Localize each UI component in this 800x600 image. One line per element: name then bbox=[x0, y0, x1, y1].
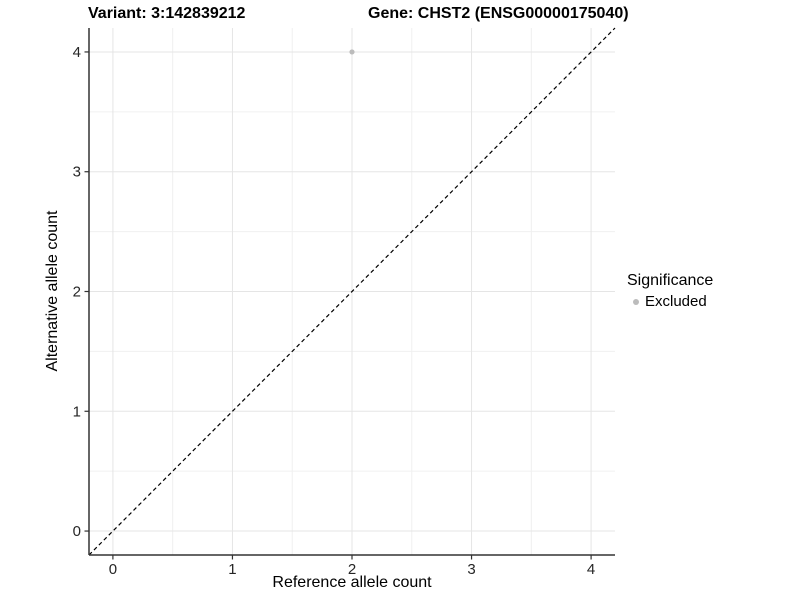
y-tick-label: 2 bbox=[73, 284, 81, 301]
legend-item-label: Excluded bbox=[645, 293, 707, 310]
x-axis-title: Reference allele count bbox=[272, 574, 432, 591]
y-tick-label: 1 bbox=[73, 403, 81, 420]
x-tick-label: 0 bbox=[109, 561, 117, 578]
x-tick-label: 3 bbox=[467, 561, 475, 578]
y-axis-title: Alternative allele count bbox=[44, 210, 61, 372]
x-tick-label: 2 bbox=[348, 561, 356, 578]
y-tick-label: 0 bbox=[73, 523, 81, 540]
x-tick-label: 1 bbox=[228, 561, 236, 578]
x-tick-label: 4 bbox=[587, 561, 595, 578]
legend-item-excluded: Excluded bbox=[627, 293, 713, 310]
data-point-excluded bbox=[349, 49, 355, 55]
variant-title: Variant: 3:142839212 bbox=[88, 5, 246, 22]
y-tick-label: 3 bbox=[73, 164, 81, 181]
gene-title: Gene: CHST2 (ENSG00000175040) bbox=[368, 5, 629, 22]
y-tick-label: 4 bbox=[73, 44, 81, 61]
identity-line bbox=[88, 27, 616, 556]
legend: Significance Excluded bbox=[627, 272, 713, 310]
legend-title: Significance bbox=[627, 272, 714, 289]
excluded-point-swatch bbox=[633, 298, 639, 305]
